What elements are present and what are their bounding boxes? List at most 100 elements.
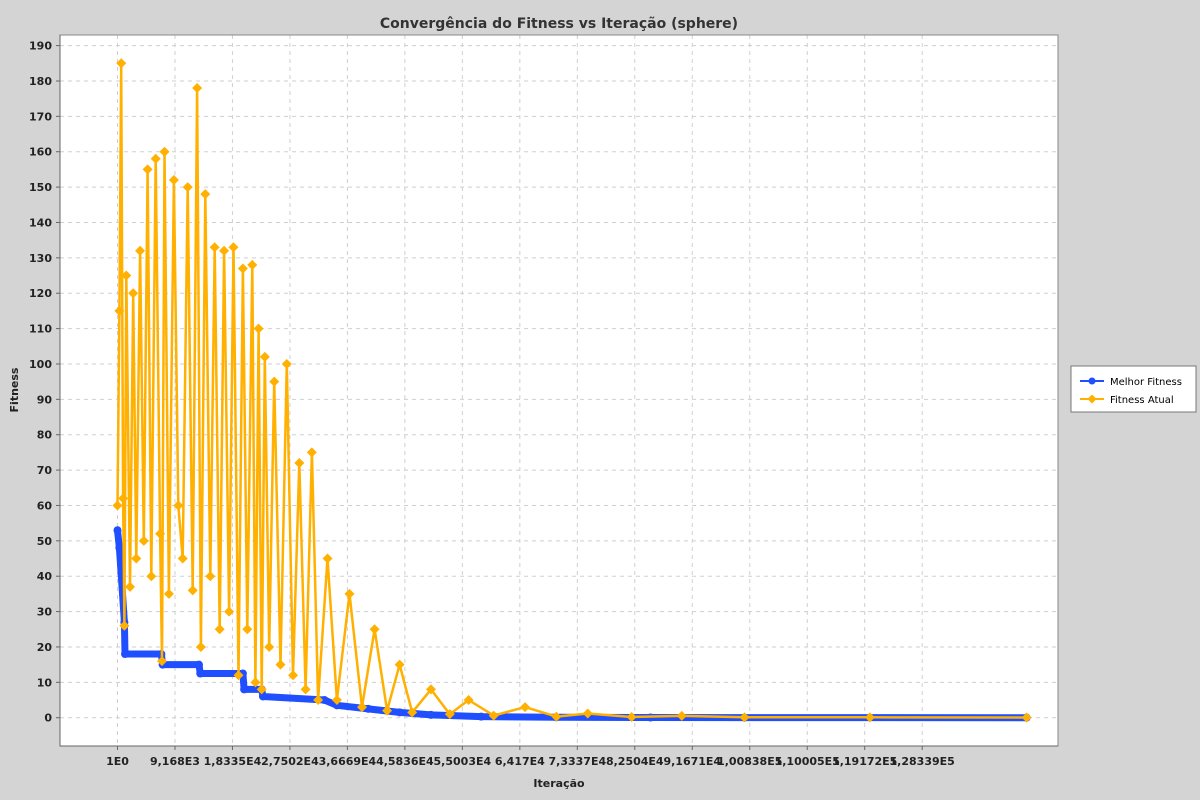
data-point-fitness-atual (219, 245, 230, 256)
y-tick-label: 0 (44, 712, 52, 725)
data-point-fitness-atual (626, 711, 637, 722)
y-tick-label: 60 (37, 499, 53, 512)
data-point-fitness-atual (168, 175, 179, 186)
y-tick-label: 40 (37, 570, 53, 583)
data-point-fitness-atual (275, 659, 286, 670)
data-point-melhor-fitness (477, 712, 486, 721)
data-point-melhor-fitness (115, 543, 124, 552)
y-tick-label: 120 (29, 287, 52, 300)
data-point-fitness-atual (114, 305, 125, 316)
data-point-fitness-atual (177, 553, 188, 564)
data-point-fitness-atual (118, 493, 129, 504)
data-point-fitness-atual (182, 182, 193, 193)
data-point-fitness-atual (121, 270, 132, 281)
data-point-fitness-atual (294, 458, 305, 469)
data-point-fitness-atual (131, 553, 142, 564)
legend-marker-fitness-atual (1087, 394, 1097, 404)
y-tick-label: 50 (37, 535, 53, 548)
data-point-melhor-fitness (258, 692, 267, 701)
data-point-fitness-atual (142, 164, 153, 175)
data-point-fitness-atual (192, 83, 203, 94)
data-point-fitness-atual (214, 624, 225, 635)
data-point-fitness-atual (551, 711, 562, 722)
data-point-fitness-atual (369, 624, 380, 635)
data-point-fitness-atual (209, 242, 220, 253)
y-tick-label: 70 (37, 464, 53, 477)
x-tick-label: 6,417E4 (495, 755, 545, 768)
x-tick-label: 1,00838E5 (717, 755, 782, 768)
data-point-fitness-atual (259, 351, 270, 362)
y-tick-label: 10 (37, 676, 53, 689)
data-point-fitness-atual (146, 571, 157, 582)
x-tick-label: 1,10005E5 (775, 755, 840, 768)
x-tick-label: 9,1671E4 (663, 755, 721, 768)
data-point-fitness-atual (425, 684, 436, 695)
data-point-fitness-atual (488, 710, 499, 721)
data-point-fitness-atual (119, 620, 130, 631)
x-axis-label: Iteração (533, 777, 585, 790)
y-tick-label: 100 (29, 358, 52, 371)
data-point-fitness-atual (135, 245, 146, 256)
data-point-fitness-atual (344, 588, 355, 599)
data-point-fitness-atual (288, 670, 299, 681)
y-tick-label: 150 (29, 181, 52, 194)
legend-label-melhor-fitness: Melhor Fitness (1110, 377, 1182, 388)
data-point-fitness-atual (676, 710, 687, 721)
plot-area-group (59, 34, 1059, 747)
x-tick-label: 3,6669E4 (319, 755, 377, 768)
data-point-fitness-atual (264, 641, 275, 652)
y-tick-label: 20 (37, 641, 53, 654)
data-point-melhor-fitness (194, 660, 203, 669)
axes: 0 10 20 30 40 50 60 70 80 90 100 110 120 130 140 150 160… (29, 35, 1058, 768)
data-point-melhor-fitness (320, 696, 329, 705)
x-tick-label: 4,5836E4 (376, 755, 434, 768)
data-point-fitness-atual (155, 528, 166, 539)
y-tick-label: 80 (37, 429, 53, 442)
x-tick-label: 2,7502E4 (261, 755, 319, 768)
data-point-fitness-atual (237, 263, 248, 274)
x-tick-label: 1,8335E4 (204, 755, 262, 768)
data-point-fitness-atual (269, 376, 280, 387)
y-tick-label: 180 (29, 75, 52, 88)
data-point-fitness-atual (322, 553, 333, 564)
data-point-fitness-atual (256, 684, 267, 695)
legend-marker-melhor-fitness (1088, 377, 1096, 385)
y-tick-label: 170 (29, 110, 52, 123)
data-point-fitness-atual (125, 581, 136, 592)
x-tick-label: 5,5003E4 (434, 755, 492, 768)
data-point-fitness-atual (138, 535, 149, 546)
data-point-fitness-atual (128, 288, 139, 299)
x-tick-label: 8,2504E4 (606, 755, 664, 768)
data-point-fitness-atual (253, 323, 264, 334)
data-point-fitness-atual (150, 153, 161, 164)
data-point-fitness-atual (864, 712, 875, 723)
data-point-fitness-atual (247, 259, 258, 270)
data-point-fitness-atual (357, 702, 368, 713)
data-point-melhor-fitness (121, 650, 130, 659)
data-point-fitness-atual (224, 606, 235, 617)
x-tick-label: 9,168E3 (150, 755, 200, 768)
data-point-fitness-atual (739, 712, 750, 723)
data-point-fitness-atual (205, 571, 216, 582)
data-point-fitness-atual (116, 58, 127, 69)
data-point-melhor-fitness (196, 669, 205, 678)
data-point-fitness-atual (159, 146, 170, 157)
x-tick-label: 1E0 (106, 755, 129, 768)
data-point-melhor-fitness (426, 710, 435, 719)
y-tick-label: 90 (37, 393, 53, 406)
data-point-fitness-atual (187, 585, 198, 596)
y-tick-label: 30 (37, 606, 53, 619)
data-point-fitness-atual (407, 707, 418, 718)
data-point-melhor-fitness (113, 526, 122, 535)
data-point-fitness-atual (331, 695, 342, 706)
data-point-fitness-atual (300, 684, 311, 695)
legend-label-fitness-atual: Fitness Atual (1110, 395, 1174, 406)
data-point-fitness-atual (463, 695, 474, 706)
y-tick-label: 190 (29, 40, 52, 53)
data-point-fitness-atual (444, 709, 455, 720)
data-point-fitness-atual (195, 641, 206, 652)
data-point-fitness-atual (173, 500, 184, 511)
data-point-fitness-atual (233, 670, 244, 681)
data-point-fitness-atual (582, 708, 593, 719)
